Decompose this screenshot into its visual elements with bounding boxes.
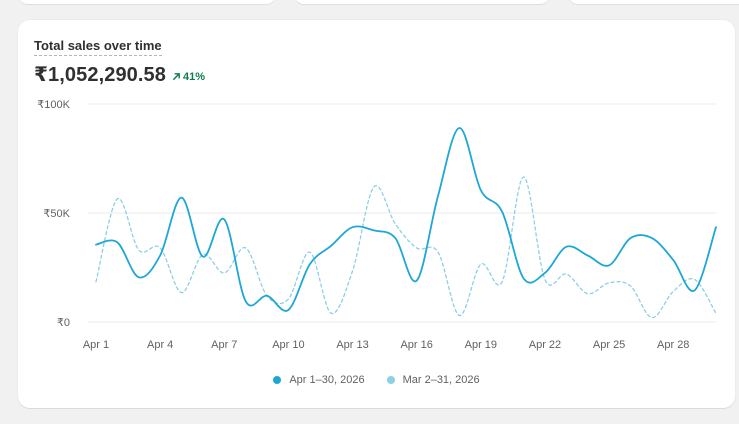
chart-legend: Apr 1–30, 2026 Mar 2–31, 2026 <box>18 374 735 386</box>
delta-badge: 41% <box>172 71 205 83</box>
x-tick-label: Apr 19 <box>465 339 497 351</box>
x-tick-label: Apr 13 <box>336 339 368 351</box>
top-card-right <box>568 0 739 4</box>
y-tick-label: ₹0 <box>57 317 70 329</box>
sales-line-chart[interactable]: ₹100K ₹50K ₹0 Apr 1 Apr 4 Apr 7 Apr 10 Apr 13 Ap… <box>18 20 735 360</box>
delta-value: 41% <box>183 70 206 83</box>
x-tick-label: Apr 22 <box>529 339 561 351</box>
x-tick-label: Apr 16 <box>400 339 432 351</box>
x-tick-label: Apr 4 <box>147 339 173 351</box>
x-tick-label: Apr 10 <box>272 339 304 351</box>
legend-label: Mar 2–31, 2026 <box>402 374 480 386</box>
legend-dot-icon <box>273 376 282 384</box>
x-tick-label: Apr 28 <box>657 339 689 351</box>
arrow-up-right-icon <box>173 73 180 80</box>
x-tick-label: Apr 25 <box>593 339 625 351</box>
total-row: ₹1,052,290.58 41% <box>34 62 205 87</box>
x-tick-label: Apr 1 <box>83 339 109 351</box>
legend-dot-icon <box>386 376 395 384</box>
total-sales-value: ₹1,052,290.58 <box>34 64 166 86</box>
series-line-current[interactable] <box>95 127 717 312</box>
x-tick-label: Apr 7 <box>211 339 237 351</box>
legend-item-current[interactable]: Apr 1–30, 2026 <box>273 374 365 386</box>
y-tick-label: ₹100K <box>37 99 70 111</box>
y-tick-label: ₹50K <box>43 208 70 220</box>
total-sales-card: Total sales over time ₹1,052,290.58 41% … <box>18 20 735 408</box>
top-card-left <box>18 0 276 4</box>
series-line-previous[interactable] <box>95 176 717 319</box>
legend-label: Apr 1–30, 2026 <box>289 374 365 386</box>
card-title[interactable]: Total sales over time <box>34 38 162 56</box>
legend-item-previous[interactable]: Mar 2–31, 2026 <box>386 374 480 386</box>
top-card-middle <box>294 0 550 4</box>
